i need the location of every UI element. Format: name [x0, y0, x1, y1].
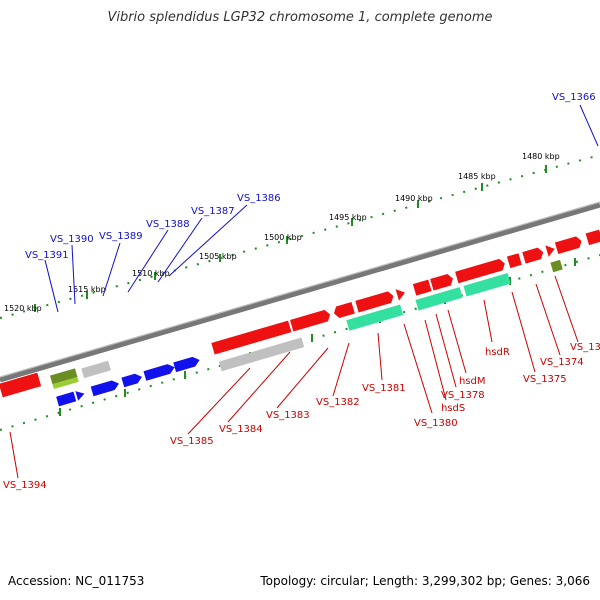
- red-gene: [211, 320, 292, 355]
- red-gene: [290, 309, 331, 332]
- bottom-strand-labels: VS_1373 VS_1374 VS_1375 hsdR hsdM VS_137…: [3, 342, 600, 491]
- blue-gene: [56, 391, 77, 407]
- rna-feature: [463, 273, 511, 297]
- genome-backbone: [0, 202, 600, 383]
- gene-label: VS_1380: [414, 418, 458, 429]
- rna-feature: [415, 287, 463, 311]
- red-gene: [0, 372, 42, 398]
- gene-label: VS_1386: [237, 193, 281, 204]
- gene-label: hsdM: [459, 376, 486, 387]
- gene-label: VS_1384: [219, 424, 263, 435]
- red-gene: [522, 247, 544, 264]
- pseudo-gene: [218, 337, 305, 372]
- rna-feature: [346, 304, 404, 331]
- gene-label: VS_1388: [146, 219, 190, 230]
- red-gene: [355, 291, 394, 313]
- kbp-label: 1505 kbp: [199, 252, 237, 261]
- kbp-label: 1490 kbp: [395, 194, 433, 203]
- olive-feature-light: [52, 376, 79, 390]
- kbp-label: 1495 kbp: [329, 213, 367, 222]
- kbp-label: 1515 kbp: [68, 285, 106, 294]
- top-strand-labels: VS_1366 VS_1386 VS_1387 VS_1388 VS_1389 …: [25, 92, 596, 261]
- blue-gene: [173, 356, 200, 373]
- red-gene: [395, 289, 405, 301]
- gene-label: VS_1378: [441, 390, 485, 401]
- upper-major-ticks: [34, 165, 547, 312]
- map-title: Vibrio splendidus LGP32 chromosome 1, co…: [107, 10, 493, 25]
- gene-label: VS_1373: [570, 342, 600, 353]
- red-gene: [455, 258, 505, 284]
- scale-labels: 1520 kbp 1515 kbp 1510 kbp 1505 kbp 1500…: [4, 152, 560, 313]
- red-gene: [333, 302, 355, 319]
- gene-label: VS_1390: [50, 234, 94, 245]
- gene-label: VS_1375: [523, 374, 567, 385]
- gene-label: hsdR: [485, 347, 510, 358]
- accession-text: Accession: NC_011753: [8, 574, 145, 588]
- gene-label: VS_1374: [540, 357, 584, 368]
- kbp-label: 1485 kbp: [458, 172, 496, 181]
- red-gene: [506, 253, 522, 269]
- genome-backbone-highlight: [0, 201, 600, 378]
- gene-label: VS_1383: [266, 410, 310, 421]
- gene-label: VS_1382: [316, 397, 360, 408]
- kbp-label: 1520 kbp: [4, 304, 42, 313]
- red-gene: [554, 236, 582, 255]
- blue-gene: [90, 380, 119, 397]
- red-gene: [412, 279, 432, 296]
- red-gene: [585, 229, 600, 246]
- kbp-label: 1500 kbp: [264, 233, 302, 242]
- upper-strand-features: [49, 229, 600, 407]
- gene-label: VS_1391: [25, 250, 69, 261]
- blue-gene: [75, 391, 85, 401]
- genome-summary: Topology: circular; Length: 3,299,302 bp…: [260, 574, 590, 588]
- gene-label: VS_1387: [191, 206, 235, 217]
- gene-label: VS_1381: [362, 383, 406, 394]
- gene-label: VS_1366: [552, 92, 596, 103]
- pseudo-gene: [81, 360, 111, 379]
- gene-label: VS_1389: [99, 231, 143, 242]
- blue-gene: [121, 373, 143, 388]
- gene-label: VS_1394: [3, 480, 47, 491]
- red-gene: [430, 273, 453, 291]
- kbp-label: 1480 kbp: [522, 152, 560, 161]
- red-leader-lines: [9, 275, 579, 479]
- kbp-label: 1510 kbp: [132, 269, 170, 278]
- blue-leader-lines: [44, 104, 599, 313]
- olive-feature: [49, 368, 78, 385]
- gene-label: hsdS: [441, 403, 465, 414]
- gene-label: VS_1385: [170, 436, 214, 447]
- red-gene: [545, 245, 555, 257]
- blue-gene: [143, 364, 175, 381]
- olive-feature: [550, 259, 563, 273]
